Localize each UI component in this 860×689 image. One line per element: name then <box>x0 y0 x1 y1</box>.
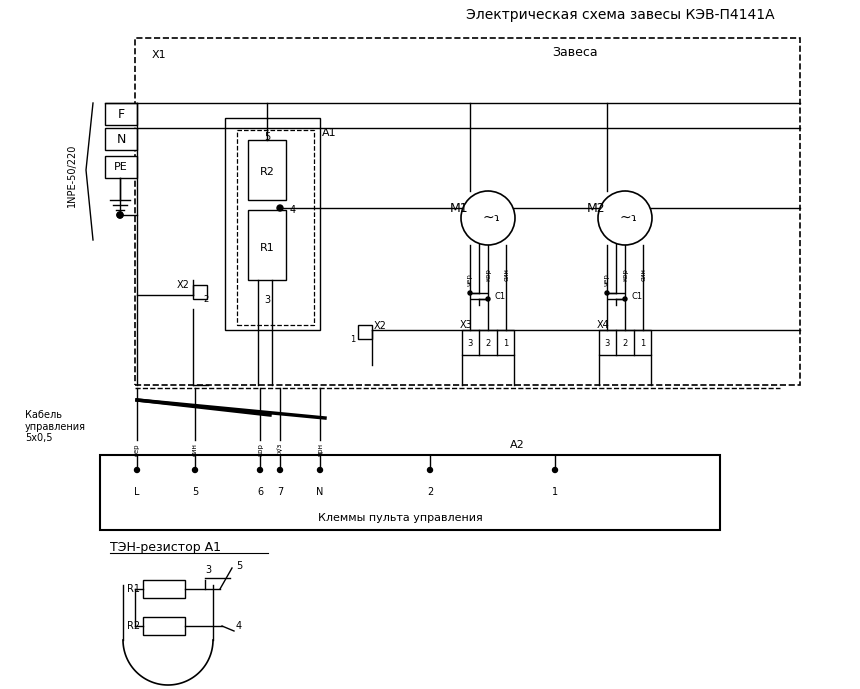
Bar <box>248 210 286 280</box>
Bar <box>135 38 800 385</box>
Circle shape <box>117 212 123 218</box>
Bar <box>105 103 137 125</box>
Text: кор: кор <box>485 269 491 281</box>
Text: L: L <box>134 487 140 497</box>
Bar <box>248 140 286 200</box>
Text: ɿ: ɿ <box>493 213 499 223</box>
Text: 2: 2 <box>427 487 433 497</box>
Circle shape <box>117 212 123 218</box>
Text: PE: PE <box>114 162 128 172</box>
Text: ТЭН-резистор А1: ТЭН-резистор А1 <box>110 542 221 555</box>
Text: 5: 5 <box>236 561 243 571</box>
Text: X4: X4 <box>597 320 610 330</box>
Text: 6: 6 <box>257 487 263 497</box>
Text: A1: A1 <box>322 128 336 138</box>
Text: M1: M1 <box>450 201 469 214</box>
Bar <box>599 330 651 355</box>
Text: R2: R2 <box>127 621 140 631</box>
Circle shape <box>257 468 262 473</box>
Text: ~: ~ <box>482 211 494 225</box>
Text: M2: M2 <box>587 201 605 214</box>
Bar <box>105 128 137 150</box>
Bar <box>237 130 314 325</box>
Text: чрн: чрн <box>317 443 323 456</box>
Text: ɿ: ɿ <box>630 213 636 223</box>
Bar <box>462 330 514 355</box>
Text: 5: 5 <box>192 487 198 497</box>
Text: син: син <box>192 443 198 456</box>
Circle shape <box>427 468 433 473</box>
Text: 1: 1 <box>641 338 646 347</box>
Text: ~: ~ <box>619 211 631 225</box>
Text: N: N <box>316 487 323 497</box>
Text: N: N <box>116 132 126 145</box>
Text: 7: 7 <box>277 487 283 497</box>
Text: 2: 2 <box>203 294 208 303</box>
Text: кор: кор <box>622 269 628 281</box>
Text: Клеммы пульта управления: Клеммы пульта управления <box>317 513 482 523</box>
Bar <box>358 325 372 339</box>
Text: X1: X1 <box>152 50 167 60</box>
Bar <box>105 156 137 178</box>
Circle shape <box>134 468 139 473</box>
Text: 3: 3 <box>605 338 610 347</box>
Text: 2: 2 <box>485 338 490 347</box>
Circle shape <box>552 468 557 473</box>
Text: 5: 5 <box>264 132 270 142</box>
Circle shape <box>598 191 652 245</box>
Bar <box>100 455 720 530</box>
Text: 3: 3 <box>264 295 270 305</box>
Text: кор: кор <box>257 443 263 456</box>
Text: X3: X3 <box>460 320 473 330</box>
Text: чер: чер <box>466 274 472 287</box>
Text: C1: C1 <box>494 291 505 300</box>
Text: Электрическая схема завесы КЭВ-П4141А: Электрическая схема завесы КЭВ-П4141А <box>465 8 774 22</box>
Bar <box>193 285 207 299</box>
Text: сер: сер <box>134 443 140 455</box>
Circle shape <box>193 468 198 473</box>
Text: Кабель
управления
5х0,5: Кабель управления 5х0,5 <box>25 410 86 443</box>
Text: Завеса: Завеса <box>552 45 598 59</box>
Text: 4: 4 <box>236 621 243 631</box>
Text: 1: 1 <box>350 334 355 344</box>
Bar <box>143 580 185 598</box>
Text: X2: X2 <box>374 321 387 331</box>
Circle shape <box>605 291 609 295</box>
Circle shape <box>278 468 282 473</box>
Text: R1: R1 <box>260 243 274 253</box>
Text: 1NPE-50/220: 1NPE-50/220 <box>67 143 77 207</box>
Text: A2: A2 <box>510 440 525 450</box>
Text: R2: R2 <box>260 167 274 177</box>
Bar <box>143 617 185 635</box>
Circle shape <box>277 205 283 211</box>
Text: 3: 3 <box>205 565 211 575</box>
Text: 1: 1 <box>552 487 558 497</box>
Text: R1: R1 <box>127 584 140 594</box>
Circle shape <box>468 291 472 295</box>
Circle shape <box>486 297 490 301</box>
Circle shape <box>623 297 627 301</box>
Circle shape <box>317 468 322 473</box>
Text: x/з: x/з <box>277 443 283 453</box>
Text: X2: X2 <box>177 280 190 290</box>
Text: C1: C1 <box>631 291 642 300</box>
Text: 2: 2 <box>623 338 628 347</box>
Text: 1: 1 <box>503 338 508 347</box>
Text: чер: чер <box>603 274 609 287</box>
Bar <box>225 118 320 330</box>
Text: 4: 4 <box>290 205 296 215</box>
Text: син: син <box>641 269 647 281</box>
Circle shape <box>461 191 515 245</box>
Text: 3: 3 <box>467 338 473 347</box>
Text: син: син <box>504 269 510 281</box>
Text: F: F <box>118 107 125 121</box>
